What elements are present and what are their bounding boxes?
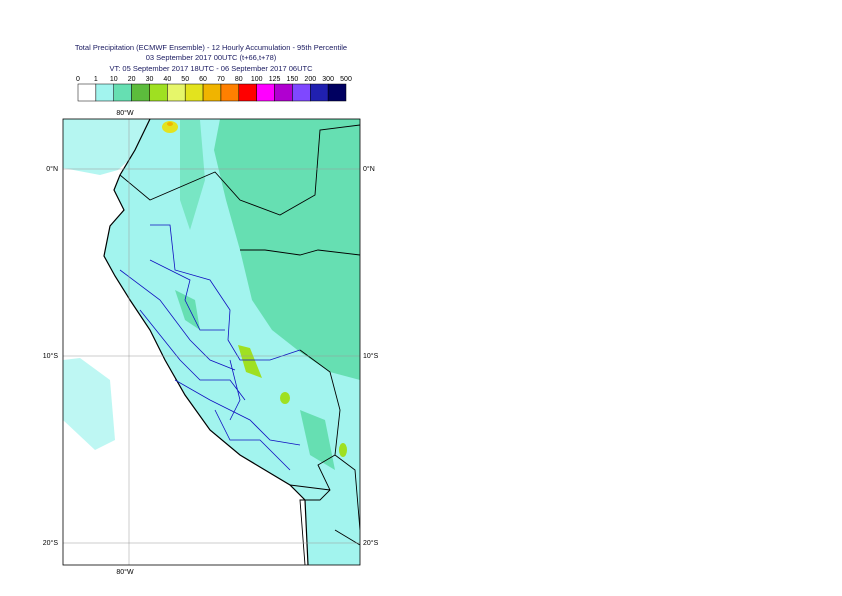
colorbar-swatch — [256, 83, 275, 102]
map-frame — [62, 118, 361, 566]
colorbar-label: 20 — [128, 76, 136, 83]
colorbar-swatch — [292, 83, 311, 102]
colorbar-swatch — [327, 83, 347, 102]
colorbar-label: 70 — [217, 76, 225, 83]
colorbar-label: 0 — [76, 76, 80, 83]
colorbar-label: 1 — [94, 76, 98, 83]
colorbar-swatch — [238, 83, 257, 102]
colorbar-label: 10 — [110, 76, 118, 83]
title: Total Precipitation (ECMWF Ensemble) - 1… — [75, 43, 347, 52]
colorbar-swatch — [202, 83, 222, 102]
lat-label: 0°N — [363, 165, 375, 173]
lat-label: 10°S — [43, 352, 59, 360]
colorbar-label: 500 — [340, 76, 352, 83]
colorbar-swatch — [274, 83, 293, 102]
valid-time: VT: 05 September 2017 18UTC - 06 Septemb… — [109, 64, 313, 73]
colorbar-swatch — [220, 83, 240, 102]
colorbar-label: 50 — [181, 76, 189, 83]
colorbar-swatch — [167, 83, 186, 102]
colorbar-swatch — [184, 83, 204, 102]
colorbar: 0 1 10 20 30 40 50 60 70 80 100 125 150 200 300 500 — [76, 76, 352, 102]
lon-label: 80°W — [116, 109, 134, 117]
colorbar-label: 60 — [199, 76, 207, 83]
colorbar-swatch — [95, 83, 114, 102]
lat-label: 0°N — [46, 165, 58, 173]
lat-label: 20°S — [363, 539, 379, 547]
colorbar-swatch — [149, 83, 168, 102]
colorbar-swatch — [77, 83, 97, 102]
colorbar-label: 40 — [163, 76, 171, 83]
colorbar-label: 100 — [251, 76, 263, 83]
colorbar-label: 125 — [269, 76, 281, 83]
colorbar-label: 80 — [235, 76, 243, 83]
lat-label: 20°S — [43, 539, 59, 547]
colorbar-label: 200 — [304, 76, 316, 83]
lat-label: 10°S — [363, 352, 379, 360]
colorbar-label: 30 — [146, 76, 154, 83]
colorbar-swatch — [310, 83, 329, 102]
lon-label: 80°W — [116, 568, 134, 576]
colorbar-swatch — [131, 83, 150, 102]
colorbar-label: 300 — [322, 76, 334, 83]
run-time: 03 September 2017 00UTC (t+66,t+78) — [146, 53, 277, 62]
colorbar-swatch — [113, 83, 132, 102]
colorbar-label: 150 — [287, 76, 299, 83]
map-area — [63, 119, 360, 565]
